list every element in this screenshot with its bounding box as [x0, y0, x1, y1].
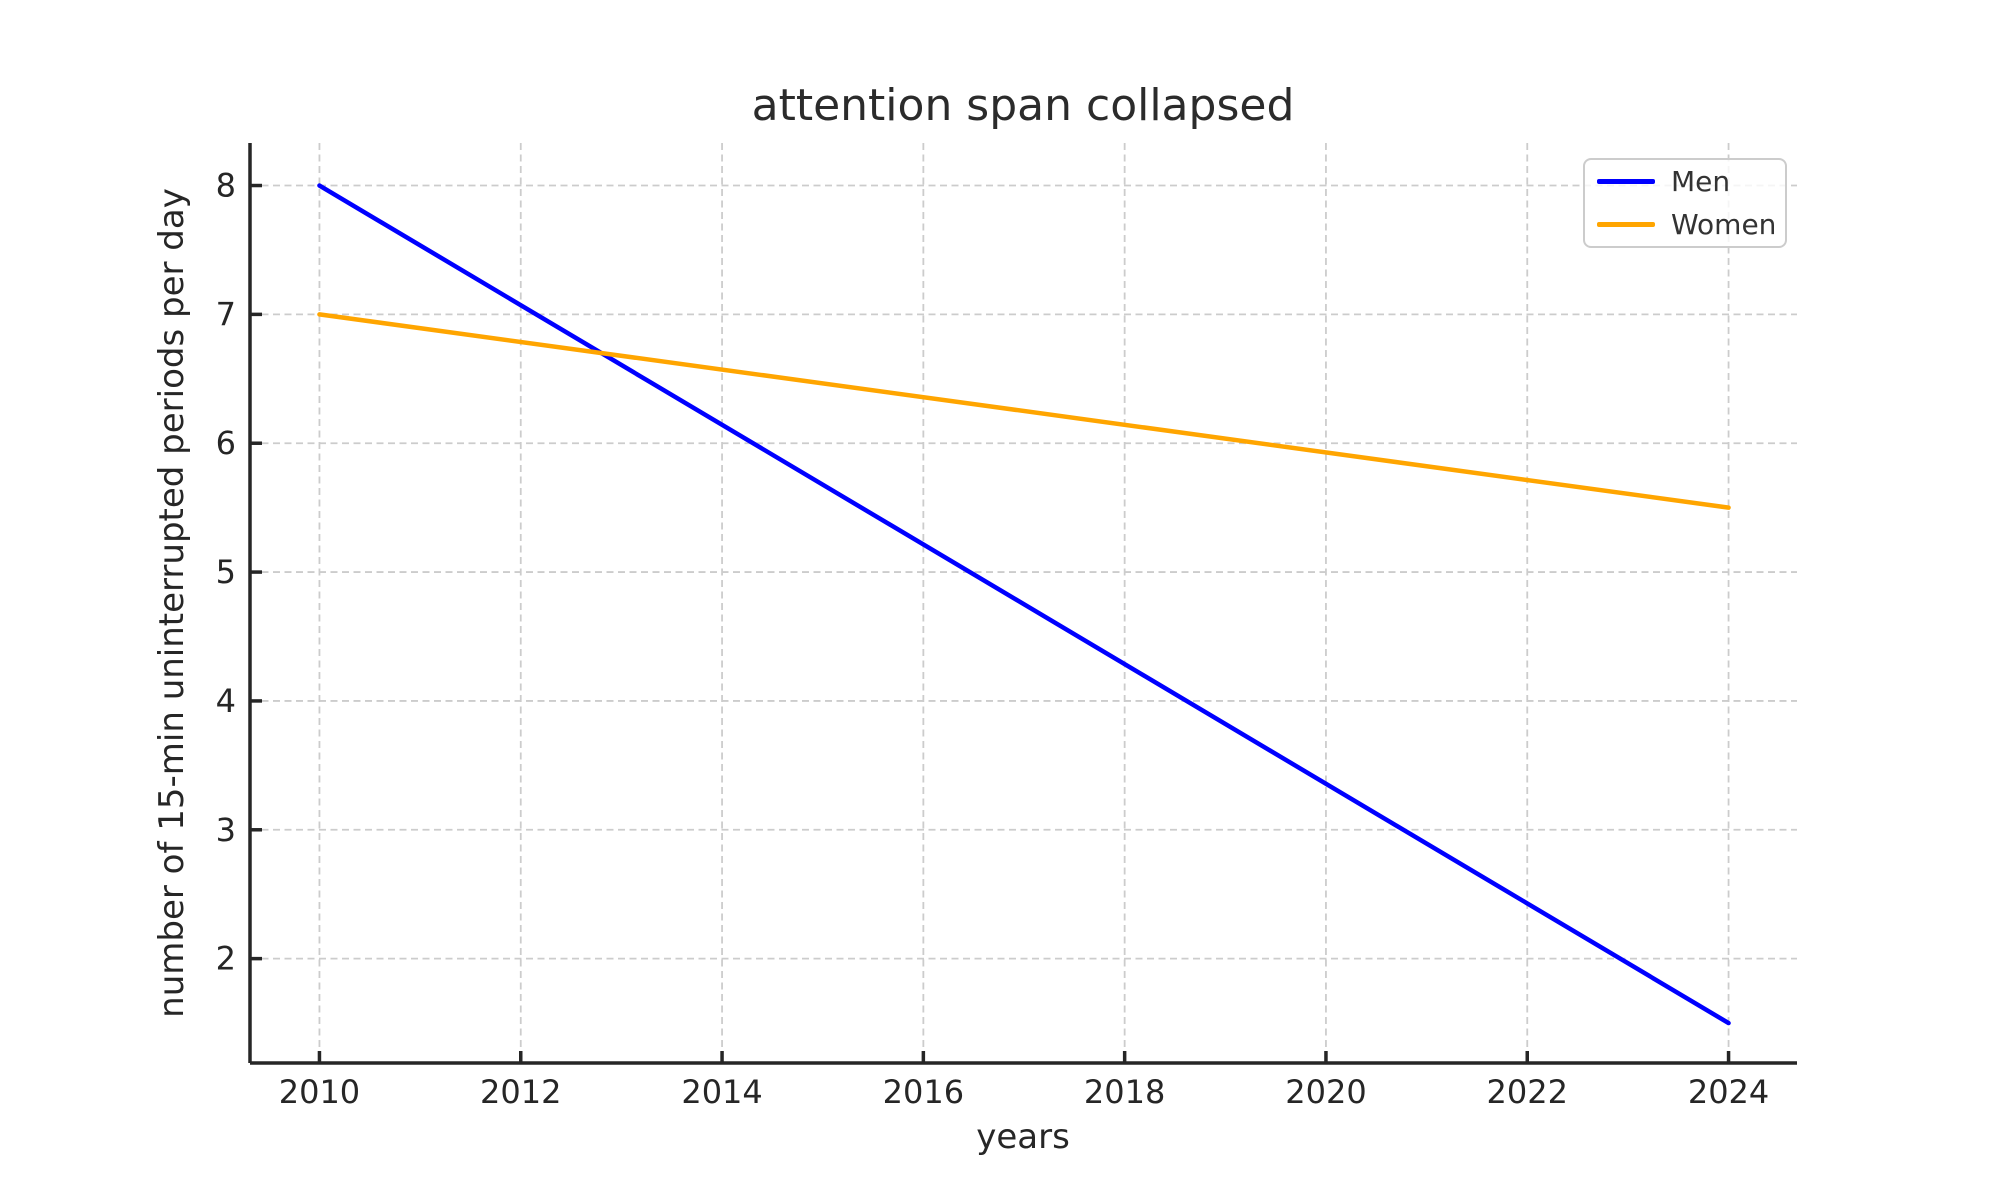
y-axis-label: number of 15-min uninterrupted periods p…	[152, 188, 192, 1018]
x-tick-label: 2018	[1084, 1073, 1165, 1111]
y-tick-label: 8	[216, 167, 236, 205]
y-tick-label: 7	[216, 295, 236, 333]
y-tick-label: 2	[216, 940, 236, 978]
legend-row: Women	[1597, 208, 1777, 241]
legend-swatch-women	[1597, 222, 1655, 227]
x-tick-label: 2020	[1285, 1073, 1366, 1111]
legend-label: Women	[1671, 208, 1777, 241]
x-tick-label: 2022	[1487, 1073, 1568, 1111]
x-axis-label: years	[976, 1117, 1070, 1157]
x-tick-label: 2014	[681, 1073, 762, 1111]
chart-title: attention span collapsed	[751, 80, 1295, 131]
x-tick-label: 2016	[883, 1073, 964, 1111]
y-tick-label: 4	[216, 682, 236, 720]
x-tick-label: 2010	[279, 1073, 360, 1111]
y-tick-label: 6	[216, 424, 236, 462]
series-line-women	[317, 312, 1731, 510]
y-tick-label: 5	[216, 553, 236, 591]
legend: Men Women	[1583, 158, 1787, 248]
legend-row: Men	[1597, 165, 1773, 198]
series-line-men	[317, 183, 1731, 1026]
x-tick-label: 2024	[1688, 1073, 1769, 1111]
y-tick-label: 3	[216, 811, 236, 849]
legend-label: Men	[1671, 165, 1731, 198]
x-tick-label: 2012	[480, 1073, 561, 1111]
legend-swatch-men	[1597, 179, 1655, 184]
